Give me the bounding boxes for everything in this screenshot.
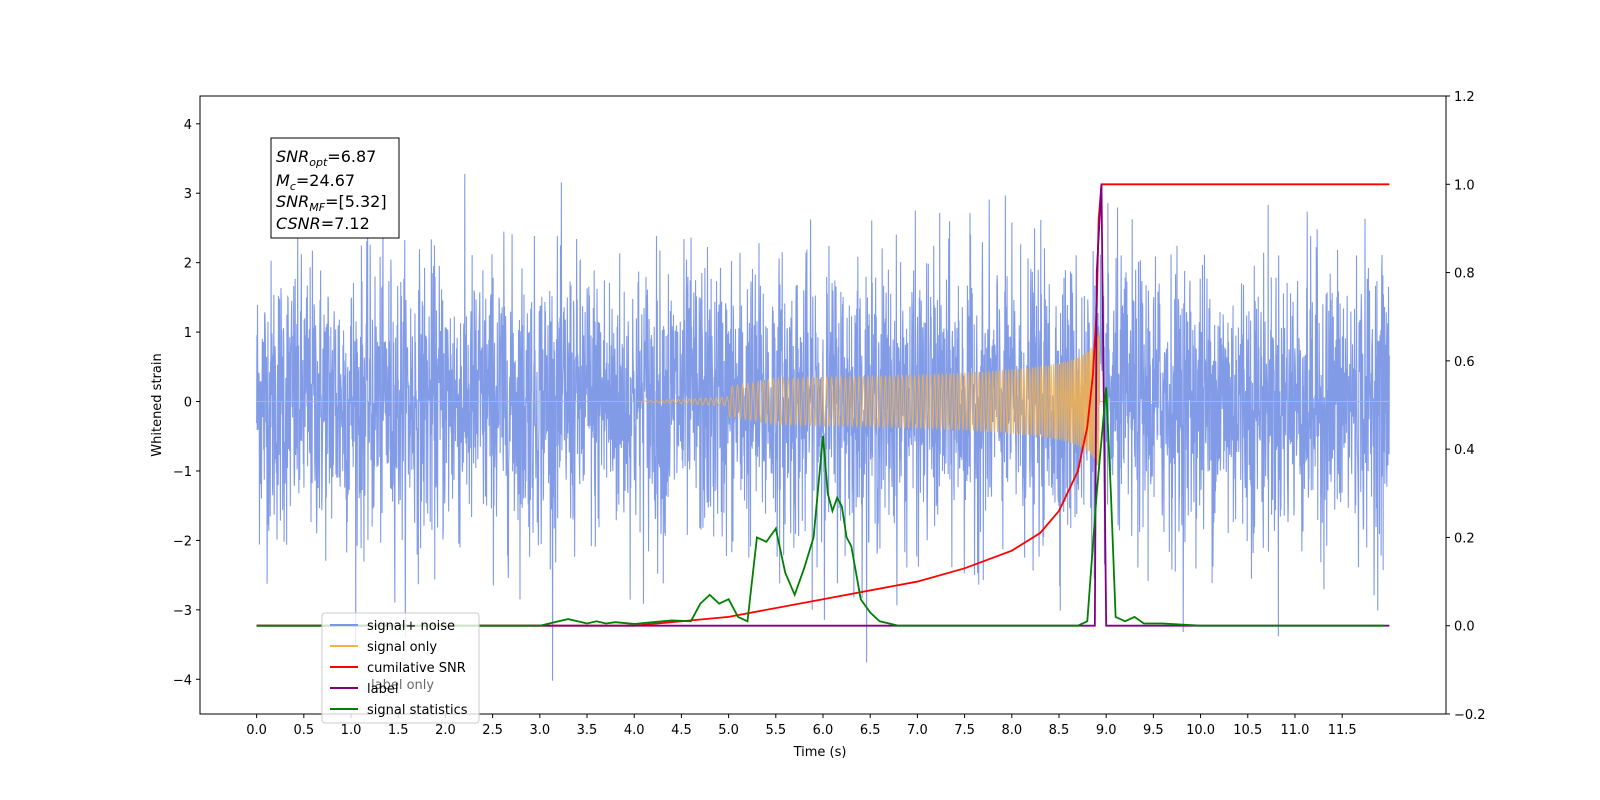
x-tick-label: 4.5 xyxy=(671,723,692,738)
y2-tick-label: 1.0 xyxy=(1454,178,1475,193)
right-axis-series xyxy=(256,183,1390,627)
x-tick-label: 8.5 xyxy=(1049,723,1070,738)
y-tick-label: 4 xyxy=(184,118,192,133)
x-tick-label: 7.0 xyxy=(907,723,928,738)
signal-noise-line xyxy=(256,174,1390,681)
x-tick-label: 5.5 xyxy=(765,723,786,738)
x-tick-label: 5.0 xyxy=(718,723,739,738)
stats-box: SNRopt=6.87 Mc=24.67 SNRMF=[5.32] CSNR=7… xyxy=(270,137,400,239)
x-axis-label: Time (s) xyxy=(793,745,847,760)
x-tick-label: 2.5 xyxy=(482,723,503,738)
stat-snr-opt: SNRopt=6.87 xyxy=(276,147,376,169)
legend-label: signal statistics xyxy=(367,703,468,718)
y2-axis-ticks: −0.2 0.0 0.2 0.4 0.6 0.8 1.0 1.2 xyxy=(1446,90,1486,723)
x-tick-label: 11.5 xyxy=(1328,723,1357,738)
x-tick-label: 3.0 xyxy=(529,723,550,738)
signal-only-series xyxy=(256,331,1390,473)
y-axis-ticks: −4 −3 −2 −1 0 1 2 3 4 xyxy=(173,118,200,688)
y2-tick-label: 0.4 xyxy=(1454,443,1475,458)
stat-mc: Mc=24.67 xyxy=(276,171,355,193)
y2-tick-label: 0.2 xyxy=(1454,531,1475,546)
x-tick-label: 6.5 xyxy=(860,723,881,738)
x-tick-label: 9.0 xyxy=(1096,723,1117,738)
y-axis-label: Whitened strain xyxy=(150,353,165,456)
x-tick-label: 6.0 xyxy=(813,723,834,738)
y-tick-label: 0 xyxy=(184,396,192,411)
legend-label: signal+ noise xyxy=(367,619,455,634)
legend-label: label xyxy=(367,682,398,697)
y-tick-label: 2 xyxy=(184,257,192,272)
x-tick-label: 0.0 xyxy=(246,723,267,738)
legend-label: signal only xyxy=(367,640,437,655)
y-tick-label: −3 xyxy=(173,604,192,619)
y2-tick-label: 0.0 xyxy=(1454,620,1475,635)
y2-tick-label: −0.2 xyxy=(1454,708,1486,723)
y-tick-label: 1 xyxy=(184,326,192,341)
signal-statistics-line xyxy=(256,387,1385,627)
x-tick-label: 7.5 xyxy=(954,723,975,738)
y2-tick-label: 1.2 xyxy=(1454,90,1475,105)
x-tick-label: 10.0 xyxy=(1186,723,1215,738)
legend: label only signal+ noise signal only cumil… xyxy=(321,612,480,724)
y2-tick-label: 0.6 xyxy=(1454,355,1475,370)
x-tick-label: 3.5 xyxy=(577,723,598,738)
signal-noise-series xyxy=(256,174,1390,681)
stat-csnr: CSNR=7.12 xyxy=(276,214,370,233)
stat-snr-mf: SNRMF=[5.32] xyxy=(276,192,387,214)
x-tick-label: 9.5 xyxy=(1143,723,1164,738)
x-tick-label: 1.0 xyxy=(341,723,362,738)
y-tick-label: −2 xyxy=(173,534,192,549)
y-tick-label: −1 xyxy=(173,465,192,480)
x-tick-label: 0.5 xyxy=(293,723,314,738)
x-tick-label: 8.0 xyxy=(1001,723,1022,738)
x-axis-ticks: 0.0 0.5 1.0 1.5 2.0 2.5 3.0 3.5 4.0 4.5 5.0 5.5 6.0 6… xyxy=(246,714,1357,738)
occluded-legend-text: label only xyxy=(371,678,434,693)
y-tick-label: 3 xyxy=(184,187,192,202)
x-tick-label: 4.0 xyxy=(624,723,645,738)
x-tick-label: 2.0 xyxy=(435,723,456,738)
y-tick-label: −4 xyxy=(173,673,192,688)
y2-tick-label: 0.8 xyxy=(1454,267,1475,282)
x-tick-label: 11.0 xyxy=(1280,723,1309,738)
x-tick-label: 1.5 xyxy=(388,723,409,738)
signal-only-line xyxy=(256,331,1390,473)
legend-label: cumilative SNR xyxy=(367,661,466,676)
x-tick-label: 10.5 xyxy=(1233,723,1262,738)
